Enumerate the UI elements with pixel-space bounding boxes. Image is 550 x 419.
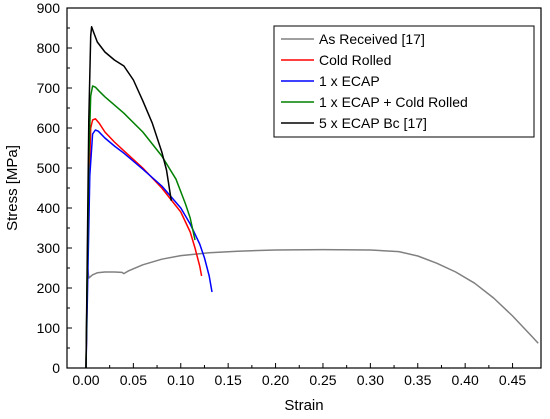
x-tick-label: 0.45	[499, 372, 526, 388]
ticks-layer: 0.00 0.05 0.10 0.15 0.20 0.25 0.30 0.35 0.40 0.45…	[37, 0, 527, 388]
y-tick-label: 100	[37, 320, 61, 336]
legend-label-4: 5 x ECAP Bc [17]	[319, 115, 427, 131]
series-layer	[85, 26, 539, 369]
y-tick-label: 200	[37, 280, 61, 296]
y-tick-label: 600	[37, 120, 61, 136]
y-tick-label: 500	[37, 160, 61, 176]
x-tick-label: 0.20	[262, 372, 289, 388]
series-line-2	[85, 129, 213, 369]
series-line-3	[85, 85, 196, 369]
x-tick-label: 0.15	[215, 372, 242, 388]
x-tick-label: 0.05	[120, 372, 147, 388]
y-tick-label: 800	[37, 40, 61, 56]
series-line-1	[85, 118, 203, 369]
legend-label-0: As Received [17]	[319, 31, 425, 47]
x-tick-label: 0.35	[404, 372, 431, 388]
series-line-4	[85, 26, 173, 369]
x-tick-label: 0.40	[452, 372, 479, 388]
y-tick-label: 900	[37, 0, 61, 16]
x-tick-label: 0.10	[167, 372, 194, 388]
series-line-0	[85, 248, 539, 369]
legend-label-1: Cold Rolled	[319, 52, 391, 68]
legend-box	[273, 25, 535, 138]
y-axis-title: Stress [MPa]	[4, 145, 21, 231]
legend-label-2: 1 x ECAP	[319, 73, 380, 89]
y-tick-label: 300	[37, 240, 61, 256]
x-tick-label: 0.30	[357, 372, 384, 388]
x-tick-label: 0.00	[72, 372, 99, 388]
y-tick-label: 700	[37, 80, 61, 96]
x-tick-label: 0.25	[309, 372, 336, 388]
x-axis-title: Strain	[284, 397, 323, 414]
y-tick-label: 0	[52, 360, 60, 376]
legend: As Received [17] Cold Rolled 1 x ECAP 1 x E…	[273, 25, 535, 138]
legend-label-3: 1 x ECAP + Cold Rolled	[319, 94, 468, 110]
y-tick-label: 400	[37, 200, 61, 216]
